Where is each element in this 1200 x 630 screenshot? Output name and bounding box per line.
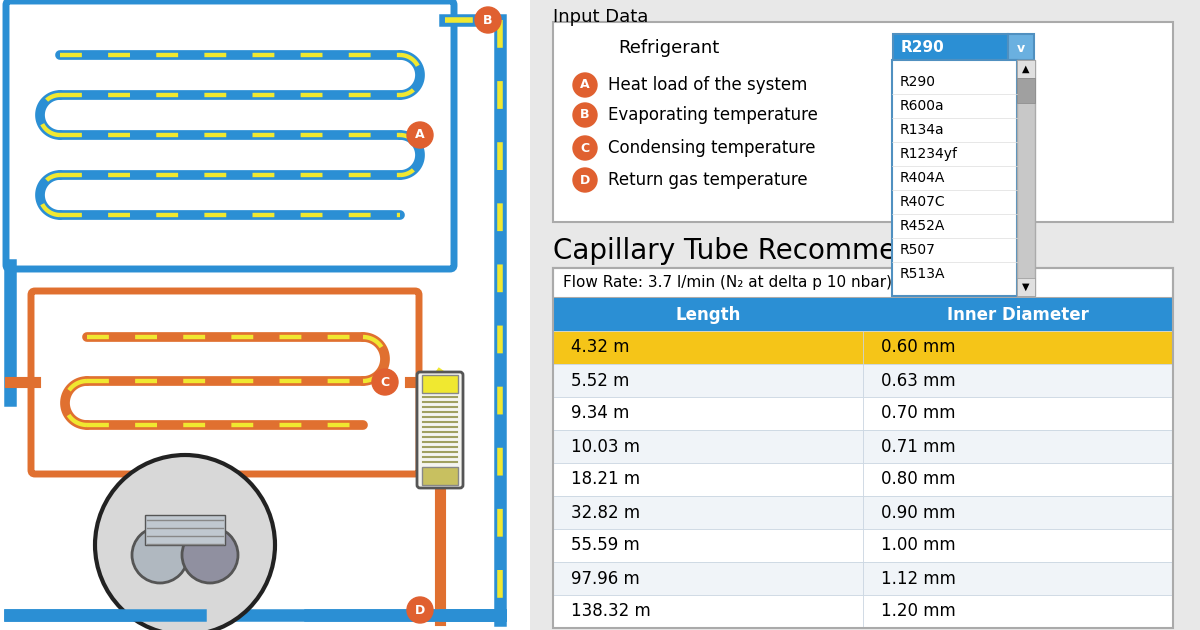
Circle shape [574,103,598,127]
Bar [1018,78,1034,103]
Bar [422,467,458,485]
Text: Condensing temperature: Condensing temperature [608,139,816,157]
Text: 4.32 m: 4.32 m [571,338,630,357]
Circle shape [182,527,238,583]
Bar [553,298,863,331]
Bar [553,496,863,529]
Text: R507: R507 [900,243,936,257]
Circle shape [574,168,598,192]
Text: C: C [380,375,390,389]
Text: 9.34 m: 9.34 m [571,404,629,423]
Bar [553,397,863,430]
Text: B: B [581,108,589,122]
Text: R407C: R407C [900,195,946,209]
Bar [0,0,530,630]
Text: 0.80 mm: 0.80 mm [881,471,955,488]
Circle shape [407,122,433,148]
Bar [863,496,1174,529]
Text: 97.96 m: 97.96 m [571,570,640,588]
Bar [863,595,1174,628]
Bar [863,463,1174,496]
Bar [553,268,1174,628]
Bar [893,34,1008,60]
Bar [892,60,1018,296]
Bar [553,430,863,463]
Text: Evaporating temperature: Evaporating temperature [608,106,818,124]
Bar [1018,278,1034,296]
Text: B: B [484,13,493,26]
Bar [1018,60,1034,296]
Text: v: v [1016,42,1025,55]
Bar [422,375,458,393]
Text: 0.70 mm: 0.70 mm [881,404,955,423]
Bar [863,397,1174,430]
FancyBboxPatch shape [6,1,454,269]
Bar [145,515,226,545]
Text: Flow Rate: 3.7 l/min (N₂ at delta p 10 nbar): Flow Rate: 3.7 l/min (N₂ at delta p 10 n… [563,275,892,290]
Text: Capillary Tube Recommendation: Capillary Tube Recommendation [553,237,1002,265]
Bar [553,331,863,364]
Bar [1008,34,1034,60]
Text: Heat load of the system: Heat load of the system [608,76,808,94]
Circle shape [95,455,275,630]
Text: 0.71 mm: 0.71 mm [881,437,955,455]
Circle shape [407,597,433,623]
Text: R404A: R404A [900,171,946,185]
Text: R290: R290 [900,75,936,89]
Text: 10.03 m: 10.03 m [571,437,640,455]
Bar [553,562,863,595]
Text: Return gas temperature: Return gas temperature [608,171,808,189]
Bar [553,595,863,628]
Bar [863,529,1174,562]
Text: R134a: R134a [900,123,944,137]
Bar [553,364,863,397]
Text: 138.32 m: 138.32 m [571,602,650,621]
Text: 1.00 mm: 1.00 mm [881,537,955,554]
Text: 0.60 mm: 0.60 mm [881,338,955,357]
FancyBboxPatch shape [418,372,463,488]
Text: 5.52 m: 5.52 m [571,372,629,389]
Bar [553,22,1174,222]
Circle shape [372,369,398,395]
Text: Input Data: Input Data [553,8,648,26]
Bar [553,268,1174,298]
Text: ▼: ▼ [1022,282,1030,292]
Text: Inner Diameter: Inner Diameter [947,306,1088,323]
Text: R452A: R452A [900,219,946,233]
Text: A: A [580,79,590,91]
Bar [553,529,863,562]
Circle shape [475,7,502,33]
Text: C: C [581,142,589,154]
Text: ▲: ▲ [1022,64,1030,74]
Circle shape [574,73,598,97]
Text: 0.90 mm: 0.90 mm [881,503,955,522]
FancyBboxPatch shape [31,291,419,474]
Text: 55.59 m: 55.59 m [571,537,640,554]
Text: R290: R290 [901,40,944,55]
Bar [863,430,1174,463]
Bar [553,463,863,496]
Text: R1234yf: R1234yf [900,147,958,161]
Text: A: A [415,129,425,142]
Text: R513A: R513A [900,267,946,281]
Bar [863,364,1174,397]
Bar [863,298,1174,331]
Text: D: D [580,173,590,186]
Bar [863,562,1174,595]
Text: D: D [415,604,425,617]
Text: Refrigerant: Refrigerant [618,39,719,57]
Circle shape [574,136,598,160]
Bar [1018,60,1034,78]
Text: 1.12 mm: 1.12 mm [881,570,956,588]
Text: 32.82 m: 32.82 m [571,503,640,522]
Text: 0.63 mm: 0.63 mm [881,372,955,389]
Text: R600a: R600a [900,99,944,113]
Circle shape [132,527,188,583]
Text: Length: Length [676,306,740,323]
Text: 18.21 m: 18.21 m [571,471,640,488]
Bar [863,331,1174,364]
Text: 1.20 mm: 1.20 mm [881,602,955,621]
